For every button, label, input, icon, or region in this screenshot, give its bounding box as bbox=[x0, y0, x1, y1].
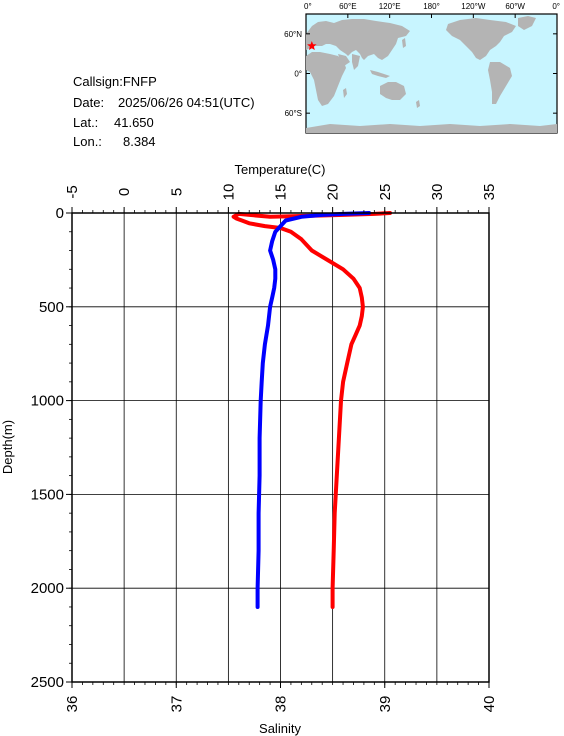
bottom-axis-tick-label: 39 bbox=[377, 696, 394, 713]
y-axis-title: Depth(m) bbox=[0, 420, 15, 474]
antarctica-landmass bbox=[306, 124, 557, 133]
map-graticule-labels: 0° 60°E 120°E 180° 120°W 60°W 0° 60°N 0° 60°S bbox=[284, 2, 560, 118]
map-lon-label: 180° bbox=[423, 2, 440, 11]
map-lat-label: 0° bbox=[294, 70, 302, 79]
south-america-landmass bbox=[488, 62, 512, 104]
map-lon-label: 60°E bbox=[339, 2, 356, 11]
eurasia-landmass bbox=[306, 19, 410, 60]
lat-label: Lat.: bbox=[73, 115, 98, 130]
top-axis-tick-label: 0 bbox=[116, 188, 133, 196]
date-value: 2025/06/26 04:51(UTC) bbox=[118, 95, 255, 110]
bottom-axis-tick-label: 36 bbox=[64, 696, 81, 713]
map-lon-label: 60°W bbox=[505, 2, 525, 11]
map-land bbox=[306, 16, 557, 133]
temperature-profile-line bbox=[231, 211, 392, 609]
japan-landmass bbox=[402, 38, 406, 48]
station-marker bbox=[307, 41, 317, 50]
map-lon-label: 120°W bbox=[461, 2, 486, 11]
map-lon-label: 0° bbox=[552, 2, 560, 11]
top-axis-tick-label: 15 bbox=[273, 184, 290, 201]
arabia-landmass bbox=[338, 54, 350, 66]
bottom-axis-tick-label: 38 bbox=[273, 696, 290, 713]
map-lat-label: 60°S bbox=[285, 109, 302, 118]
top-axis-tick-label: 5 bbox=[168, 188, 185, 196]
madagascar-landmass bbox=[343, 88, 347, 98]
bottom-axis-title: Salinity bbox=[259, 721, 301, 736]
top-axis-tick-label: 30 bbox=[429, 184, 446, 201]
top-axis-tick-label: 10 bbox=[220, 184, 237, 201]
y-axis-tick-label: 500 bbox=[39, 299, 64, 316]
y-axis-tick-label: 1000 bbox=[31, 393, 64, 410]
greenland-landmass bbox=[518, 16, 536, 30]
salinity-profile-line bbox=[255, 211, 372, 609]
top-axis-tick-label: 20 bbox=[325, 184, 342, 201]
map-lon-label: 0° bbox=[304, 2, 312, 11]
north-america-landmass bbox=[446, 18, 516, 60]
map-lon-label: 120°E bbox=[379, 2, 401, 11]
y-axis-tick-label: 1500 bbox=[31, 486, 64, 503]
australia-landmass bbox=[380, 82, 406, 100]
bottom-axis-tick-label: 40 bbox=[481, 696, 498, 713]
y-axis-tick-label: 2500 bbox=[31, 674, 64, 691]
top-axis-tick-label: -5 bbox=[64, 185, 81, 198]
new-zealand-landmass bbox=[416, 100, 420, 108]
top-axis-tick-label: 25 bbox=[377, 184, 394, 201]
date-label: Date: bbox=[73, 95, 104, 110]
top-axis-title: Temperature(C) bbox=[234, 162, 325, 177]
callsign-text: Callsign:FNFP bbox=[73, 74, 157, 89]
indonesia-landmass bbox=[370, 70, 390, 78]
map-lat-label: 60°N bbox=[284, 30, 302, 39]
lon-label: Lon.: bbox=[73, 134, 102, 149]
africa-landmass bbox=[306, 52, 346, 106]
station-star-icon bbox=[307, 41, 317, 50]
y-axis-tick-label: 0 bbox=[56, 205, 64, 222]
chart-series bbox=[231, 211, 392, 609]
y-axis-tick-label: 2000 bbox=[31, 580, 64, 597]
lon-value: 8.384 bbox=[123, 134, 156, 149]
top-axis-tick-label: 35 bbox=[481, 184, 498, 201]
india-landmass bbox=[352, 54, 360, 70]
station-info: Callsign:FNFP Date: 2025/06/26 04:51(UTC… bbox=[73, 74, 255, 149]
lat-value: 41.650 bbox=[114, 115, 154, 130]
world-map-inset: 0° 60°E 120°E 180° 120°W 60°W 0° 60°N 0° 60°S bbox=[284, 2, 560, 134]
bottom-axis-tick-label: 37 bbox=[168, 696, 185, 713]
